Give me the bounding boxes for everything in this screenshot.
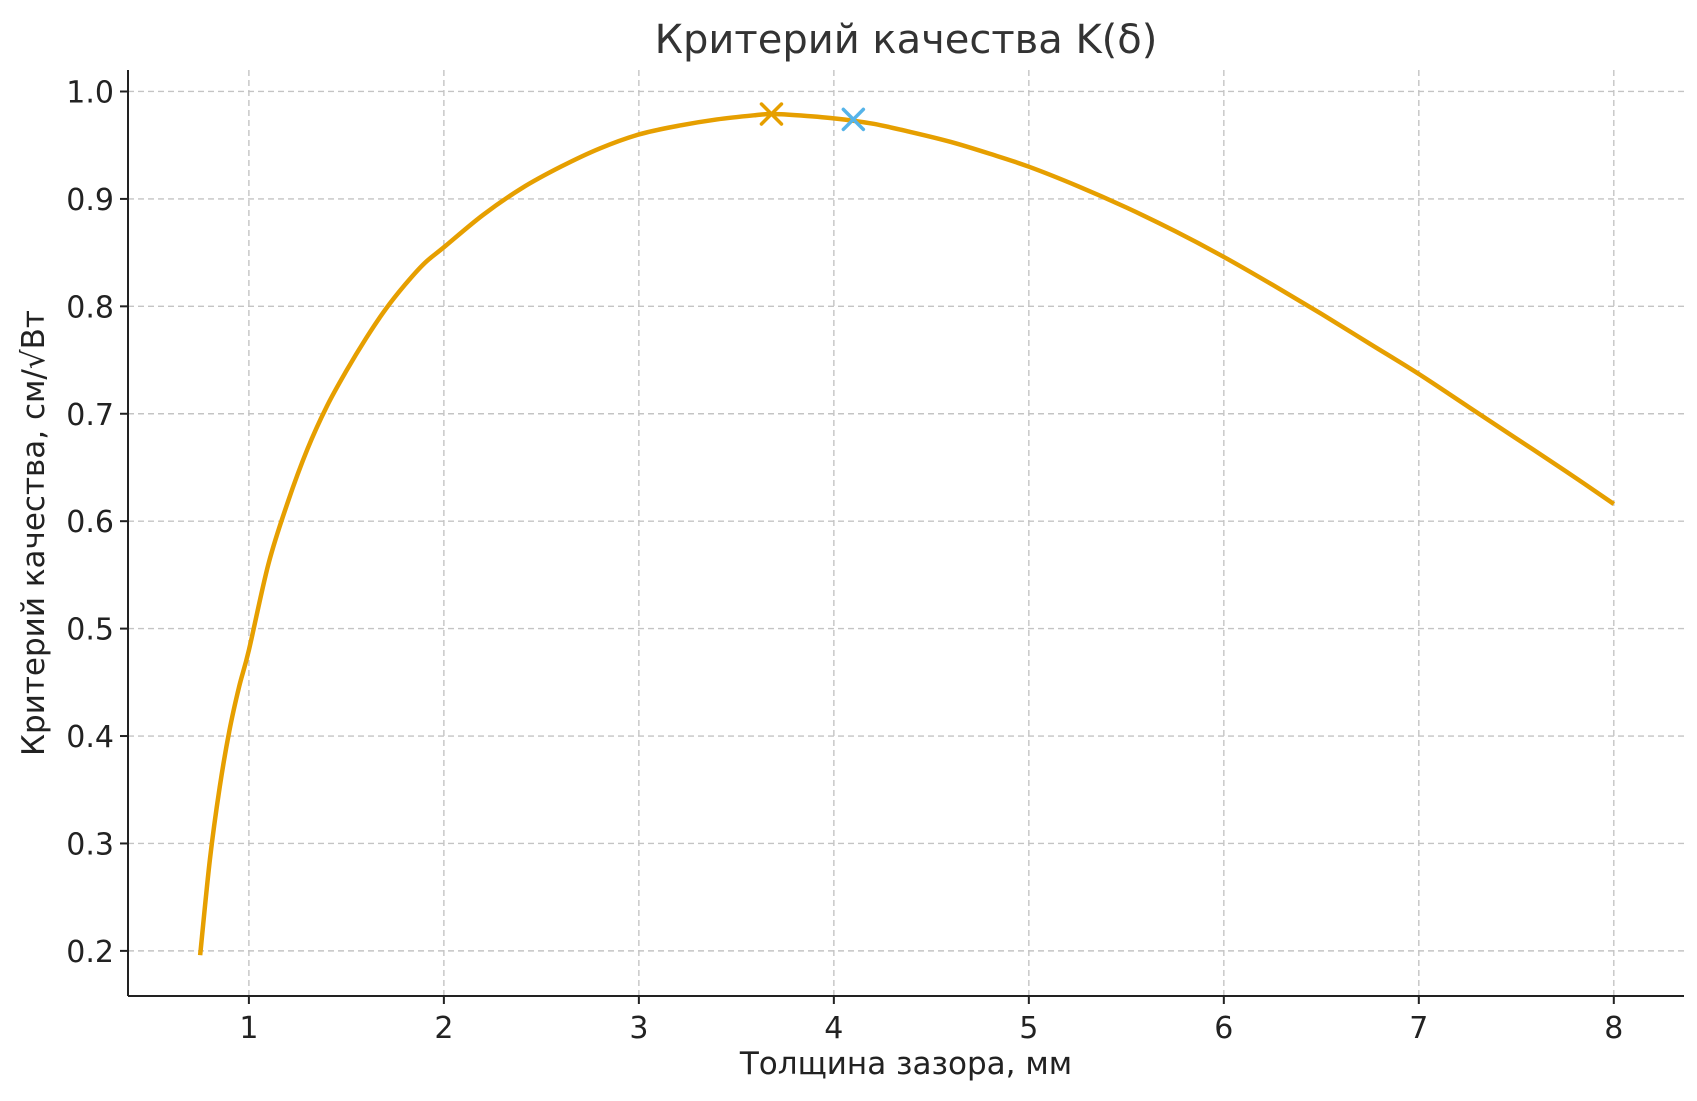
x-marker: [759, 102, 784, 126]
x-tick-label: 3: [629, 1011, 648, 1046]
y-tick-label: 0.8: [66, 290, 114, 325]
y-tick-label: 0.5: [66, 613, 114, 648]
y-tick-label: 0.4: [66, 720, 114, 755]
series-layer: [197, 111, 1616, 956]
chart-title: Критерий качества K(δ): [655, 17, 1158, 63]
x-tick-label: 5: [1019, 1011, 1038, 1046]
y-tick-label: 0.7: [66, 398, 114, 433]
x-tick-label: 8: [1604, 1011, 1623, 1046]
x-tick-label: 7: [1409, 1011, 1428, 1046]
x-axis-label: Толщина зазора, мм: [739, 1046, 1072, 1082]
series-line: [197, 111, 1616, 956]
x-tick-label: 2: [434, 1011, 453, 1046]
y-tick-label: 0.9: [66, 183, 114, 218]
marker-layer: [759, 102, 866, 132]
y-tick-label: 0.3: [66, 827, 114, 862]
grid: [128, 70, 1684, 996]
x-tick-label: 4: [824, 1011, 843, 1046]
x-tick-label: 6: [1214, 1011, 1233, 1046]
axes: [127, 70, 1684, 997]
ticks: 1 2 3 4 5 6 7 8 0.2 0.3 0.4 0.5 0.6 0.7 0.8 0.9 1.0: [66, 75, 1623, 1046]
x-tick-label: 1: [239, 1011, 258, 1046]
x-marker: [841, 107, 866, 132]
y-tick-label: 1.0: [66, 75, 114, 110]
y-axis-label: Критерий качества, см/√Вт: [16, 310, 52, 756]
y-tick-label: 0.6: [66, 505, 114, 540]
y-tick-label: 0.2: [66, 935, 114, 970]
